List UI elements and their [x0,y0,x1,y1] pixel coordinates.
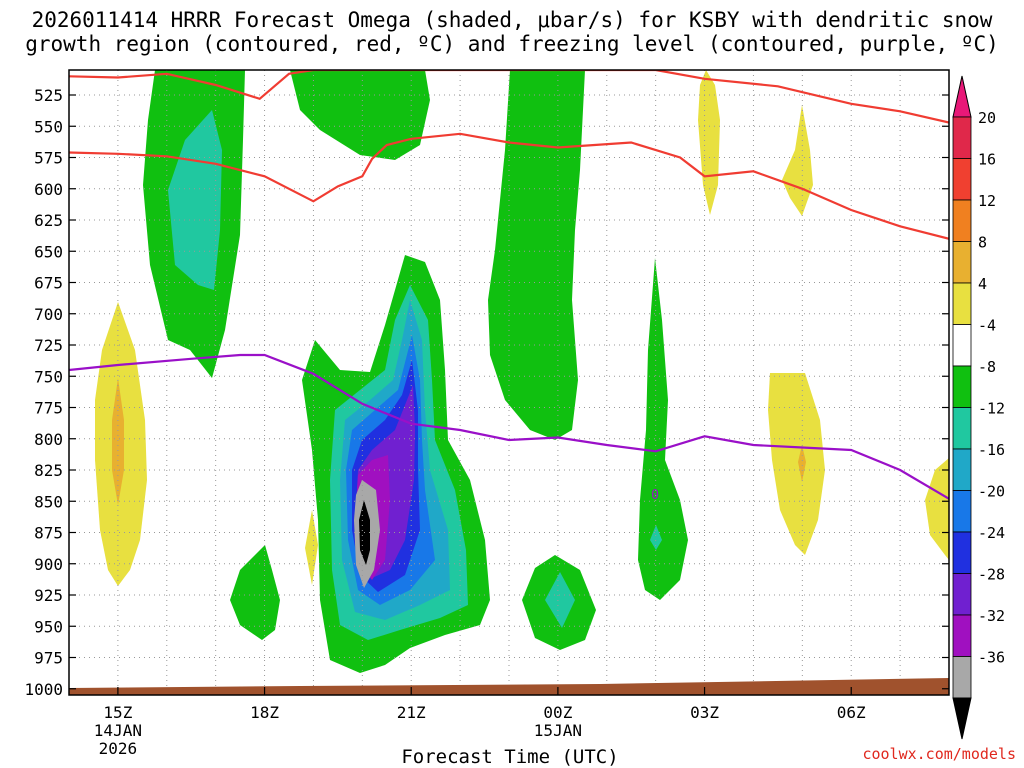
y-tick-label: 650 [34,242,63,261]
colorbar-label: 4 [978,275,987,293]
y-tick-label: 850 [34,492,63,511]
x-tick-year: 2026 [99,739,138,758]
y-tick-label: 675 [34,274,63,293]
plot-frame [68,69,950,696]
freezing-level-contour [69,353,949,500]
freezing-level-label: 0 [651,488,659,503]
colorbar-label: 8 [978,234,987,252]
colorbar-label: -20 [978,483,1005,501]
omega-fill-yellow-far-right [925,458,949,560]
y-tick-label: 825 [34,461,63,480]
colorbar-swatch [952,656,972,699]
omega-fill-teal-upper-left [168,110,222,290]
colorbar-swatch [952,116,972,159]
plot-area: 0 [69,70,949,695]
colorbar-swatch [952,448,972,491]
x-tick-label: 15Z [103,703,132,722]
y-tick-label: 700 [34,305,63,324]
omega-fill-yellow-small [305,510,318,585]
omega-fill-orange-left [112,378,124,505]
x-tick-date: 15JAN [534,721,582,740]
colorbar-swatch [952,282,972,325]
colorbar-label: -8 [978,358,996,376]
omega-fill-yellow-right [768,373,825,555]
colorbar-swatch [952,324,972,367]
dgz-upper-contour [69,70,949,124]
colorbar-swatch [952,614,972,657]
y-tick-label: 625 [34,211,63,230]
y-tick-label: 525 [34,86,63,105]
omega-fill-green-strip [638,258,688,600]
colorbar-label: -24 [978,524,1005,542]
y-tick-label: 800 [34,430,63,449]
colorbar-swatch [952,531,972,574]
colorbar-swatch [952,365,972,408]
y-tick-label: 575 [34,149,63,168]
y-axis: 525 550 575 600 625 650 675 700 725 750 775 800 825 8… [24,86,949,699]
y-tick-label: 925 [34,586,63,605]
colorbar-arrow-bottom [952,697,972,740]
x-tick-label: 03Z [690,703,719,722]
omega-fill-green-lower-left [230,545,280,640]
colorbar-arrow-top [952,75,972,118]
terrain-fill [69,678,949,695]
colorbar-label: -28 [978,566,1005,584]
colorbar-label: -4 [978,317,996,335]
chart-title-line2: growth region (contoured, red, ºC) and f… [25,32,999,56]
y-tick-label: 975 [34,649,63,668]
chart-title-line1: 2026011414 HRRR Forecast Omega (shaded, … [31,8,993,32]
colorbar: 20 16 12 8 4 -4 -8 -12 -16 -20 -24 -28 -32 -36 [952,75,1005,740]
y-tick-label: 875 [34,524,63,543]
omega-fill-green-column-center [488,70,585,440]
x-axis-label: Forecast Time (UTC) [401,746,618,768]
colorbar-label: 20 [978,109,996,127]
y-tick-label: 1000 [24,680,63,699]
x-tick-label: 18Z [250,703,279,722]
y-tick-label: 600 [34,180,63,199]
dgz-lower-contour [69,132,949,240]
colorbar-swatch [952,490,972,533]
colorbar-label: -12 [978,400,1005,418]
colorbar-label: 16 [978,151,996,169]
x-tick-label: 06Z [837,703,866,722]
y-tick-label: 950 [34,617,63,636]
colorbar-label: -32 [978,607,1005,625]
y-tick-label: 900 [34,555,63,574]
colorbar-swatch [952,573,972,616]
colorbar-swatch [952,158,972,201]
omega-fill-teal-lower-middle [545,572,575,628]
y-tick-label: 550 [34,117,63,136]
colorbar-swatch [952,407,972,450]
colorbar-label: 12 [978,192,996,210]
omega-fill-yellow-upper-right-a [698,70,720,215]
omega-fill-orange-right [798,445,806,482]
colorbar-swatch [952,199,972,242]
x-tick-label: 00Z [543,703,572,722]
y-tick-label: 775 [34,399,63,418]
omega-shading [95,70,949,673]
colorbar-label: -16 [978,441,1005,459]
colorbar-label: -36 [978,649,1005,667]
omega-fill-teal-strip [650,525,662,550]
grid [69,70,949,695]
omega-fill-green-upper-middle [290,70,430,160]
x-tick-date: 14JAN [94,721,142,740]
x-tick-label: 21Z [397,703,426,722]
y-tick-label: 725 [34,336,63,355]
credit-text: coolwx.com/models [862,745,1016,763]
colorbar-swatch [952,241,972,284]
y-tick-label: 750 [34,367,63,386]
